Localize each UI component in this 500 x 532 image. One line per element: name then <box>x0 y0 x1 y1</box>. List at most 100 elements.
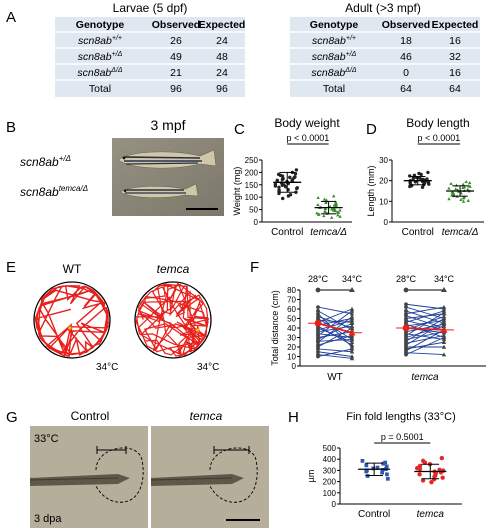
chart-f-pair-line <box>405 323 445 333</box>
chart-c-title: Body weight <box>274 116 340 130</box>
chart-f-point-34 <box>349 314 355 319</box>
chart-f-point-34 <box>441 352 447 357</box>
chart-d-point <box>461 196 466 200</box>
panel-e-temca-label: temca <box>157 262 190 276</box>
chart-c-point <box>288 175 292 180</box>
chart-f-ytick-label: 30 <box>287 334 296 343</box>
chart-h-ylabel: µm <box>306 470 316 483</box>
chart-h-ytick-label: 100 <box>323 489 337 498</box>
table-adult-total-expected: 64 <box>449 83 461 95</box>
chart-c-point <box>294 168 299 172</box>
chart-f-point-34 <box>349 325 355 330</box>
chart-f-point-28 <box>404 305 408 309</box>
fish-2 <box>119 183 199 198</box>
fin-photo-temca <box>150 426 269 528</box>
chart-d-point <box>464 180 468 184</box>
chart-h-point <box>381 461 386 466</box>
chart-h-point <box>439 455 445 461</box>
chart-c-ytick-label: 250 <box>245 156 259 165</box>
chart-c-point <box>336 210 341 214</box>
chart-f-point-34 <box>441 320 447 325</box>
table-larvae: Larvae (5 dpf) Genotype Observed Expecte… <box>55 1 245 97</box>
chart-f-point-28 <box>316 354 320 359</box>
table-larvae-total-label: Total <box>89 83 111 95</box>
panel-label-g: G <box>6 409 18 426</box>
panel-e-temp-wt: 34°C <box>96 362 118 373</box>
chart-d-point <box>419 172 423 177</box>
chart-d-category-label: Control <box>402 227 434 238</box>
chart-f-point-28 <box>316 349 320 354</box>
chart-d-point <box>447 186 451 190</box>
chart-f-pair-line <box>405 333 445 340</box>
table-larvae-observed-3: 21 <box>170 67 182 79</box>
chart-f-point-34 <box>349 308 355 313</box>
chart-h-point <box>385 476 390 481</box>
chart-f-point-28 <box>316 340 320 345</box>
chart-c-point <box>336 213 340 217</box>
table-adult-expected-1: 16 <box>449 35 461 47</box>
chart-c-ylabel: Weight (mg) <box>232 167 242 216</box>
panel-label-b: B <box>6 119 16 136</box>
chart-f-point-34 <box>349 342 355 347</box>
chart-c-point <box>323 206 328 210</box>
fin-photo-control: 33°C 3 dpa <box>29 426 148 528</box>
chart-h-point <box>422 460 428 465</box>
table-adult-observed-3: 0 <box>403 67 409 79</box>
chart-d-point <box>466 187 470 191</box>
table-larvae-genotype-1: scn8ab+/+ <box>78 35 122 47</box>
chart-c-point <box>338 214 342 218</box>
table-adult-title: Adult (>3 mpf) <box>345 1 421 15</box>
chart-f-pair-line <box>405 312 445 336</box>
chart-h-point <box>429 479 434 485</box>
chart-d-point <box>426 170 430 175</box>
chart-d-point <box>461 199 466 203</box>
chart-h-point <box>364 469 369 474</box>
table-larvae-title: Larvae (5 dpf) <box>113 1 188 15</box>
chart-c-point <box>324 200 328 205</box>
chart-h-point <box>384 464 389 469</box>
chart-c-point <box>333 209 338 213</box>
panel-g-temp: 33°C <box>34 433 59 445</box>
chart-c-point <box>334 202 338 206</box>
panel-e-temp-temca: 34°C <box>197 362 219 373</box>
chart-f-pair-line <box>317 348 353 357</box>
track-arena-wt <box>33 281 111 359</box>
chart-d-point <box>447 197 451 201</box>
chart-f-pair-line <box>405 329 445 352</box>
chart-h-point <box>365 474 370 478</box>
chart-d-point <box>449 181 453 185</box>
chart-c-point <box>330 215 334 219</box>
chart-c-point <box>332 194 336 198</box>
chart-f-point-34 <box>349 311 355 316</box>
table-larvae-total-observed: 96 <box>170 83 182 95</box>
chart-d-ytick-label: 10 <box>379 197 388 206</box>
chart-c-ytick-label: 50 <box>249 206 258 215</box>
panel-e-wt-label: WT <box>63 262 82 276</box>
table-adult: Adult (>3 mpf) Genotype Observed Expecte… <box>290 1 480 97</box>
panel-label-c: C <box>234 121 245 138</box>
chart-d-ylabel: Length (mm) <box>366 165 376 216</box>
table-adult-total-label: Total <box>323 83 345 95</box>
chart-d-annotation: p < 0.0001 <box>418 133 461 143</box>
chart-f-point-28 <box>404 302 408 307</box>
table-adult-expected-2: 32 <box>449 51 461 63</box>
chart-f-point-34 <box>349 346 355 351</box>
chart-d-point <box>452 192 456 196</box>
table-larvae-genotype-3: scn8abΔ/Δ <box>77 67 123 79</box>
chart-f-mean-34 <box>348 329 356 336</box>
chart-fin-fold-lengths: Fin fold lengths (33°C) 0 100 200 300 400 500 µ… <box>306 411 462 520</box>
chart-d-point <box>454 187 458 191</box>
chart-d-point <box>466 198 471 202</box>
fish-photo <box>112 138 224 216</box>
table-larvae-expected-1: 24 <box>216 35 228 47</box>
chart-d-point <box>411 176 415 181</box>
chart-f-pair-line <box>317 308 353 323</box>
chart-c-point <box>277 185 281 189</box>
track-path-wt <box>34 285 110 358</box>
chart-f-group-label: WT <box>327 372 343 383</box>
chart-d-point <box>468 181 472 185</box>
chart-f-point-28 <box>316 305 320 309</box>
panel-label-h: H <box>288 409 299 426</box>
panel-g-temca-label: temca <box>190 409 223 423</box>
